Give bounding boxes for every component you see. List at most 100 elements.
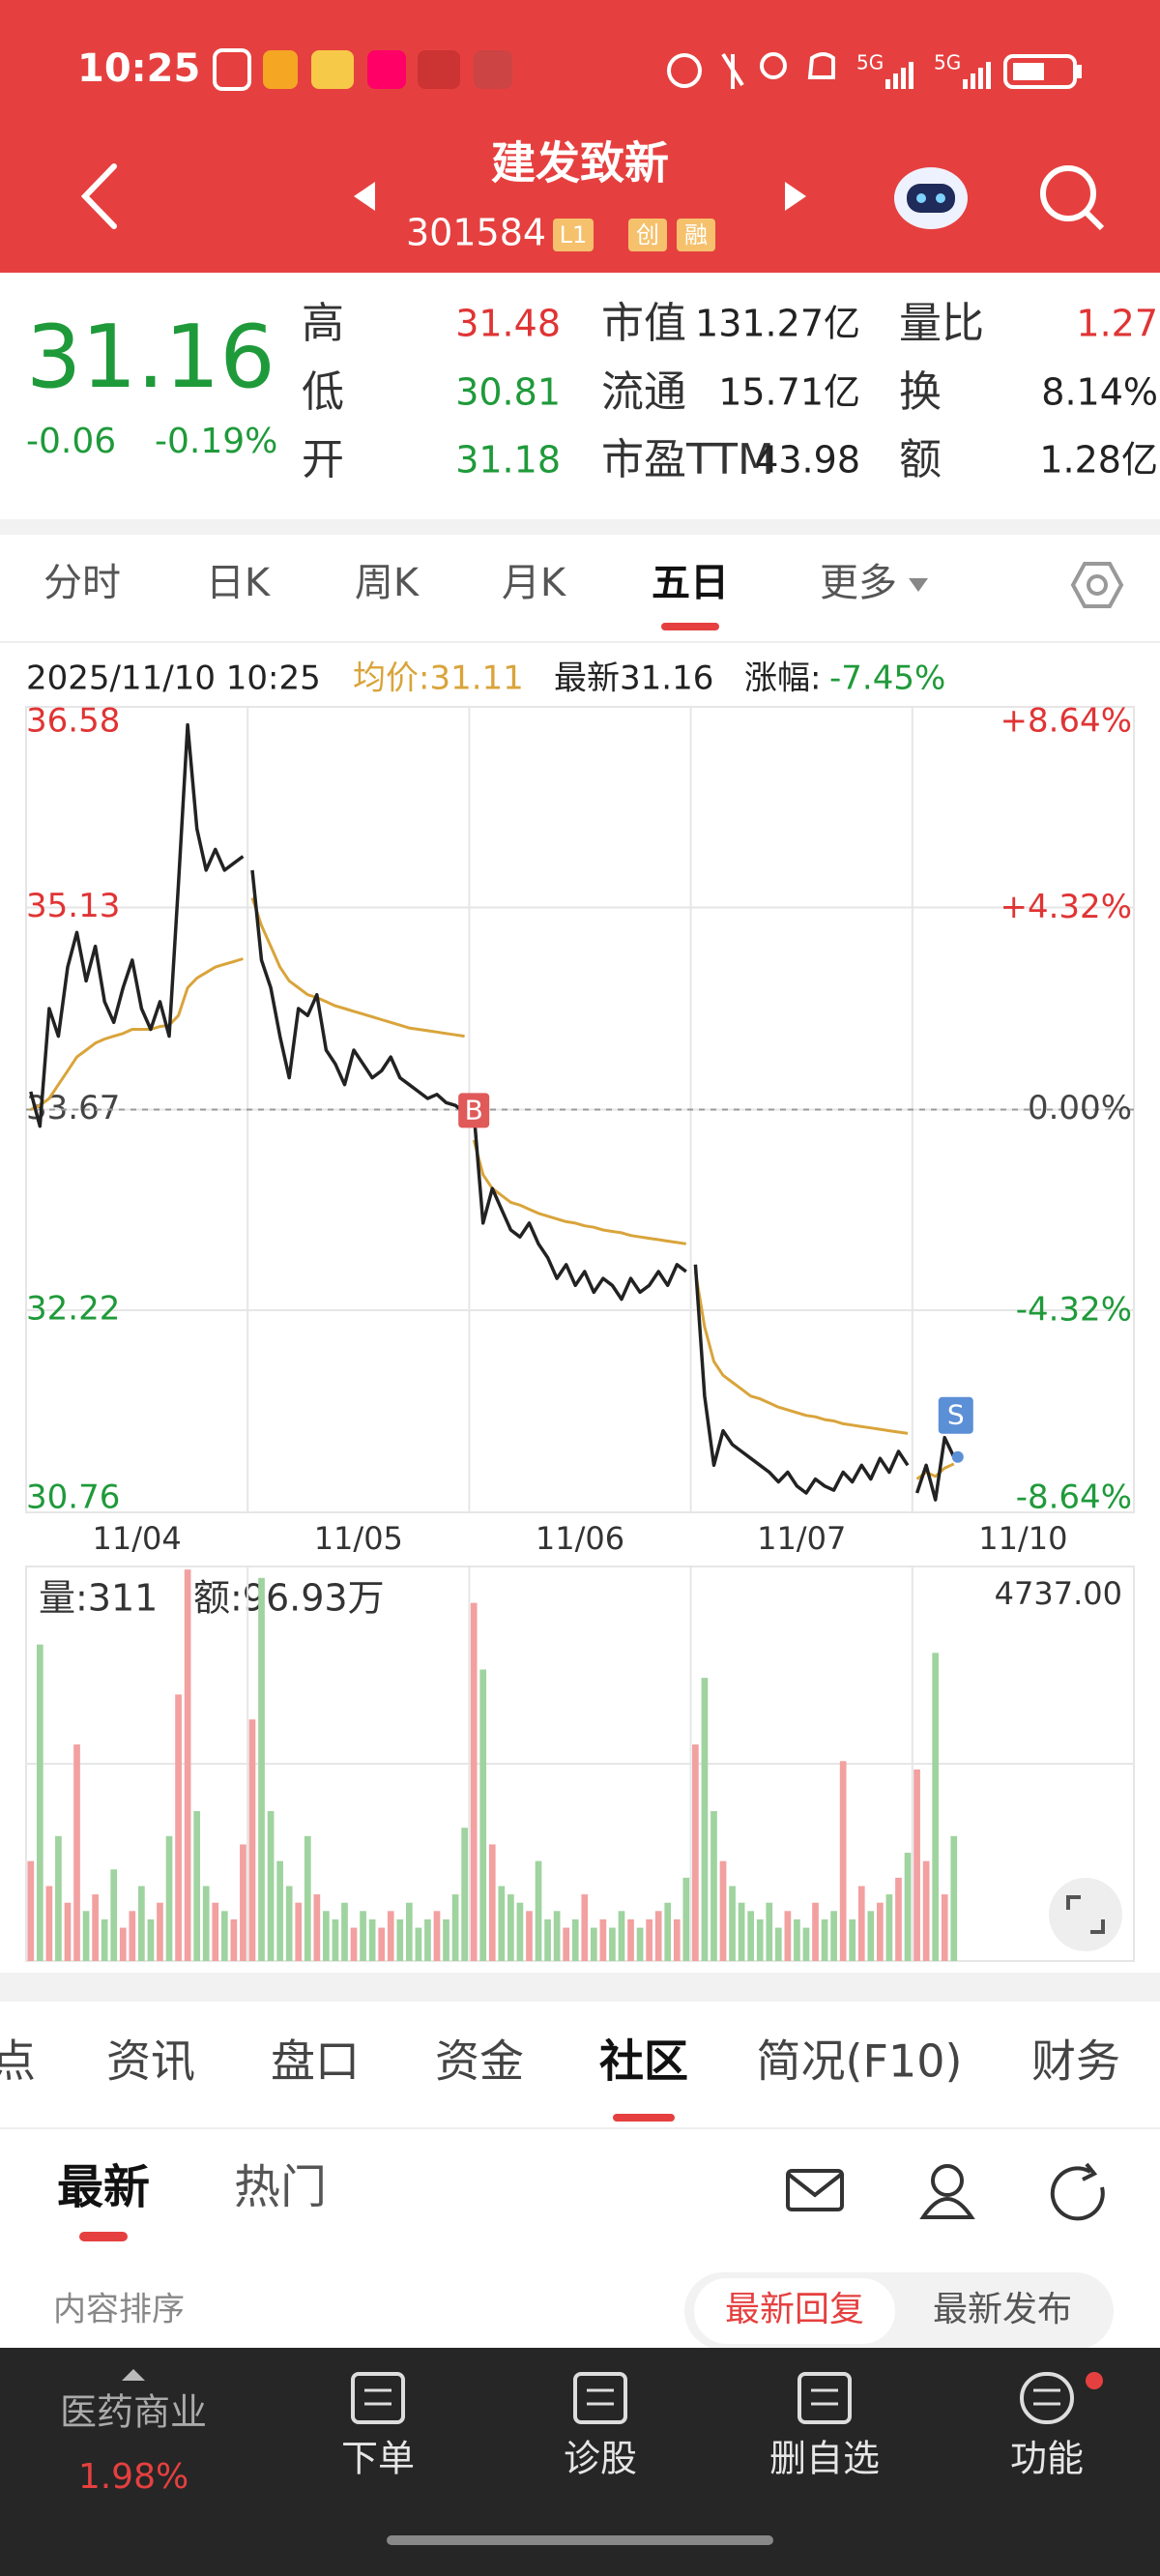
- volume-bar: [92, 1894, 99, 1961]
- bottom-icon[interactable]: [798, 2372, 852, 2424]
- x-tick-label: 11/10: [978, 1520, 1067, 1557]
- avg-line: [693, 1271, 909, 1435]
- volume-bar: [341, 1902, 348, 1961]
- volume-bar: [470, 1602, 478, 1961]
- volume-bar: [812, 1902, 819, 1961]
- x-tick-label: 11/04: [92, 1520, 181, 1557]
- sort-option[interactable]: 最新回复: [725, 2290, 864, 2329]
- badge-bg: [553, 219, 594, 251]
- volume-bar: [258, 1577, 265, 1961]
- search-icon[interactable]: [1040, 165, 1105, 231]
- message-icon[interactable]: [786, 2169, 844, 2211]
- info-tab[interactable]: 简况(F10): [757, 2035, 963, 2088]
- volume-bar: [701, 1678, 709, 1961]
- notification-dot: [1086, 2372, 1103, 2389]
- volume-bar: [544, 1918, 551, 1961]
- next-stock[interactable]: [785, 182, 806, 211]
- volume-bar: [563, 1927, 570, 1961]
- quote-label: 高: [302, 299, 344, 348]
- volume-bar: [895, 1877, 902, 1961]
- stock-name: 建发致新: [491, 137, 669, 190]
- volume-bar: [443, 1918, 450, 1961]
- expand-button[interactable]: [1049, 1878, 1122, 1951]
- avg-line: [250, 897, 465, 1039]
- price-change: -0.06: [26, 422, 116, 461]
- chart-tab[interactable]: 分时: [44, 561, 121, 605]
- settings-icon[interactable]: [1070, 562, 1124, 608]
- volume-bar: [508, 1894, 514, 1961]
- volume-bar: [461, 1828, 468, 1961]
- volume-bar: [368, 1918, 376, 1961]
- quote-value: 8.14%: [1041, 371, 1158, 414]
- volume-bar: [323, 1911, 330, 1961]
- volume-bar: [202, 1886, 210, 1961]
- separator: [0, 641, 1160, 643]
- dropdown-arrow: [909, 578, 928, 592]
- info-tab[interactable]: 财务: [1031, 2035, 1120, 2088]
- bottom-icon-detail: [587, 2388, 614, 2406]
- volume-bar: [433, 1911, 441, 1961]
- feed-tab[interactable]: 热门: [234, 2160, 327, 2214]
- info-tab[interactable]: 社区: [599, 2035, 688, 2088]
- volume-bar: [516, 1902, 524, 1961]
- volume-bar: [248, 1719, 256, 1961]
- volume-bar: [498, 1886, 506, 1961]
- refresh-icon[interactable]: [1050, 2162, 1105, 2221]
- chart-tab[interactable]: 五日: [652, 561, 729, 605]
- sell-label: S: [947, 1399, 965, 1431]
- bottom-item[interactable]: 诊股: [564, 2438, 637, 2480]
- chart-tab[interactable]: 月K: [502, 561, 567, 605]
- info-tab[interactable]: 资金: [435, 2035, 524, 2088]
- bottom-item[interactable]: 功能: [1010, 2438, 1084, 2480]
- signal-bars: [885, 62, 991, 89]
- price-line: [250, 869, 466, 1114]
- volume-bar: [646, 1918, 652, 1961]
- back-button[interactable]: [80, 163, 117, 229]
- quote-label: 低: [302, 367, 344, 417]
- bottom-icon-detail: [1033, 2388, 1060, 2406]
- badge: L1: [560, 221, 588, 249]
- volume-bar: [175, 1694, 182, 1961]
- volume-bar: [73, 1744, 80, 1961]
- volume-bar: [794, 1918, 800, 1961]
- robot-icon[interactable]: [894, 167, 968, 229]
- info-tab[interactable]: 盘口: [271, 2035, 360, 2088]
- chart-tab[interactable]: 更多: [820, 561, 897, 605]
- chart-tab[interactable]: 日K: [206, 561, 272, 605]
- volume-bar: [184, 1569, 191, 1961]
- expand-arrow[interactable]: [122, 2369, 145, 2381]
- sector-name[interactable]: 医药商业: [60, 2391, 207, 2434]
- volume-bar: [396, 1918, 404, 1961]
- volume-bar: [784, 1911, 792, 1961]
- feed-tab[interactable]: 最新: [57, 2160, 150, 2214]
- volume-bar: [571, 1918, 579, 1961]
- quote-value: 31.48: [455, 303, 561, 345]
- volume-bar: [692, 1744, 699, 1961]
- profile-icon[interactable]: [919, 2164, 975, 2219]
- bottom-icon[interactable]: [573, 2372, 627, 2424]
- volume-bar: [774, 1927, 782, 1961]
- volume-bar: [267, 1810, 275, 1961]
- sort-option[interactable]: 最新发布: [933, 2290, 1072, 2329]
- bottom-item[interactable]: 下单: [341, 2438, 415, 2480]
- volume-bar: [904, 1853, 912, 1961]
- volume-bar: [479, 1669, 487, 1961]
- price-line: [693, 1264, 910, 1495]
- volume-bar: [849, 1918, 856, 1961]
- volume-bar: [609, 1927, 616, 1961]
- volume-bar: [914, 1769, 920, 1961]
- quote-label: 市值: [601, 299, 686, 348]
- bottom-icon[interactable]: [1020, 2372, 1074, 2424]
- bottom-icon[interactable]: [351, 2372, 405, 2424]
- bottom-item[interactable]: 删自选: [769, 2438, 880, 2480]
- volume-bar: [387, 1911, 394, 1961]
- quote-value: 30.81: [455, 371, 561, 414]
- info-tab[interactable]: 点: [0, 2035, 36, 2088]
- status-icons: [213, 48, 1082, 91]
- prev-stock[interactable]: [354, 182, 375, 211]
- info-tab[interactable]: 资讯: [106, 2035, 195, 2088]
- sell-point: [951, 1450, 964, 1463]
- volume-bar: [240, 1844, 246, 1961]
- chart-tab[interactable]: 周K: [355, 561, 420, 605]
